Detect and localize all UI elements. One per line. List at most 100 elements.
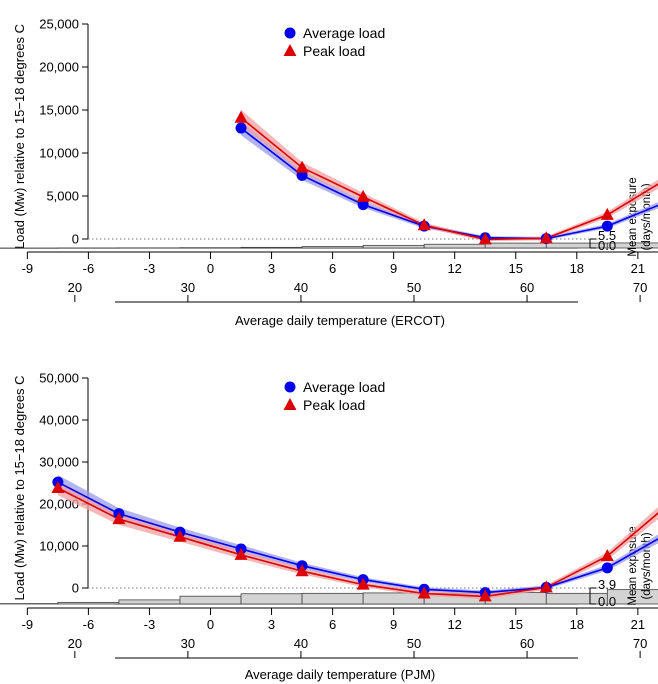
legend-peak-label: Peak load (303, 397, 365, 413)
y-tick-label: 10,000 (39, 539, 79, 554)
series-band-peak (241, 109, 658, 242)
celsius-tick-label: -6 (83, 261, 95, 276)
y-axis-label: Load (Mw) relative to 15−18 degrees C (12, 375, 27, 600)
series-band-peak (57, 480, 658, 600)
legend-average-label: Average load (303, 379, 385, 395)
peak-load-point (173, 529, 187, 542)
celsius-tick-label: 21 (631, 261, 645, 276)
peak-load-point (600, 549, 614, 562)
y-tick-label: 20,000 (39, 60, 79, 75)
series-line-peak (57, 487, 658, 598)
legend-average-marker (284, 27, 296, 39)
y-axis-label: Load (Mw) relative to 15−18 degrees C (12, 24, 27, 249)
y-tick-label: 50,000 (39, 371, 79, 386)
fahrenheit-tick-label: 20 (68, 636, 82, 651)
peak-load-point (539, 580, 553, 593)
fahrenheit-tick-label: 70 (633, 280, 647, 295)
series-line-average (57, 481, 658, 594)
fahrenheit-tick-label: 60 (520, 280, 534, 295)
peak-load-point (234, 110, 248, 123)
y-tick-label: 10,000 (39, 146, 79, 161)
fahrenheit-tick-label: 40 (294, 280, 308, 295)
celsius-tick-label: 9 (390, 261, 397, 276)
exposure-tick-label: 3.9 (598, 577, 616, 592)
fahrenheit-tick-label: 30 (181, 280, 195, 295)
exposure-axis-label-line2: (days/month) (641, 183, 653, 250)
peak-load-point (234, 547, 248, 560)
exposure-bar (179, 595, 242, 605)
exposure-bar (484, 242, 547, 249)
celsius-tick-label: 3 (268, 617, 275, 632)
exposure-tick-label: 5.5 (598, 228, 616, 243)
x-axis-label: Average daily temperature (PJM) (245, 667, 436, 682)
y-tick-label: 5,000 (46, 189, 79, 204)
celsius-tick-label: 6 (329, 261, 336, 276)
celsius-tick-label: -3 (144, 261, 156, 276)
y-tick-label: 30,000 (39, 455, 79, 470)
celsius-tick-label: 9 (390, 617, 397, 632)
peak-load-point (295, 160, 309, 173)
peak-load-point (356, 189, 370, 202)
fahrenheit-tick-label: 20 (68, 280, 82, 295)
fahrenheit-tick-label: 40 (294, 636, 308, 651)
celsius-tick-label: 21 (631, 617, 645, 632)
exposure-tick-label: 0.0 (598, 594, 616, 609)
y-tick-label: 15,000 (39, 103, 79, 118)
fahrenheit-tick-label: 50 (407, 636, 421, 651)
exposure-bar (240, 246, 303, 249)
celsius-tick-label: 3 (268, 261, 275, 276)
celsius-tick-label: 0 (207, 261, 214, 276)
exposure-bar (362, 244, 425, 249)
peak-load-point (417, 218, 431, 231)
peak-load-point (295, 564, 309, 577)
legend-peak-marker (283, 398, 297, 410)
exposure-tick-label: 0.0 (598, 238, 616, 253)
y-tick-label: 0 (72, 232, 79, 247)
peak-load-point (417, 586, 431, 599)
peak-load-point (112, 512, 126, 525)
fahrenheit-tick-label: 60 (520, 636, 534, 651)
y-tick-label: 0 (72, 581, 79, 596)
legend-average-label: Average load (303, 25, 385, 41)
exposure-bar (301, 592, 364, 605)
peak-load-point (539, 231, 553, 244)
peak-load-point (478, 589, 492, 602)
fahrenheit-tick-label: 50 (407, 280, 421, 295)
exposure-bar (118, 599, 181, 605)
y-tick-label: 25,000 (39, 17, 79, 32)
fahrenheit-tick-label: 70 (633, 636, 647, 651)
legend-average-marker (284, 381, 296, 393)
exposure-axis-label-line1: Mean exposure (627, 526, 639, 605)
series-band-average (57, 475, 658, 595)
celsius-tick-label: -9 (22, 617, 34, 632)
average-load-point (601, 562, 613, 574)
celsius-tick-label: -6 (83, 617, 95, 632)
celsius-tick-label: 6 (329, 617, 336, 632)
y-tick-label: 40,000 (39, 413, 79, 428)
exposure-bar (606, 242, 658, 249)
x-axis-label: Average daily temperature (ERCOT) (235, 313, 445, 328)
peak-load-point (51, 481, 65, 494)
celsius-tick-label: 15 (509, 261, 523, 276)
celsius-tick-label: 0 (207, 617, 214, 632)
exposure-bar (301, 246, 364, 249)
average-load-point (235, 122, 247, 134)
exposure-bar (423, 243, 486, 249)
celsius-tick-label: 18 (570, 617, 584, 632)
average-load-point (601, 220, 613, 232)
peak-load-point (600, 207, 614, 220)
exposure-bar (57, 601, 120, 605)
chart-panel-1: 0 5,000 10,000 15,000 20,000 25,000 Load (Mw) … (0, 17, 658, 328)
legend-peak-label: Peak load (303, 43, 365, 59)
peak-load-point (356, 577, 370, 590)
celsius-tick-label: -3 (144, 617, 156, 632)
celsius-tick-label: 15 (509, 617, 523, 632)
series-line-peak (240, 117, 658, 241)
fahrenheit-tick-label: 30 (181, 636, 195, 651)
exposure-bar (606, 589, 658, 605)
exposure-bar (240, 593, 303, 605)
celsius-tick-label: 12 (447, 617, 461, 632)
celsius-tick-label: -9 (22, 261, 34, 276)
